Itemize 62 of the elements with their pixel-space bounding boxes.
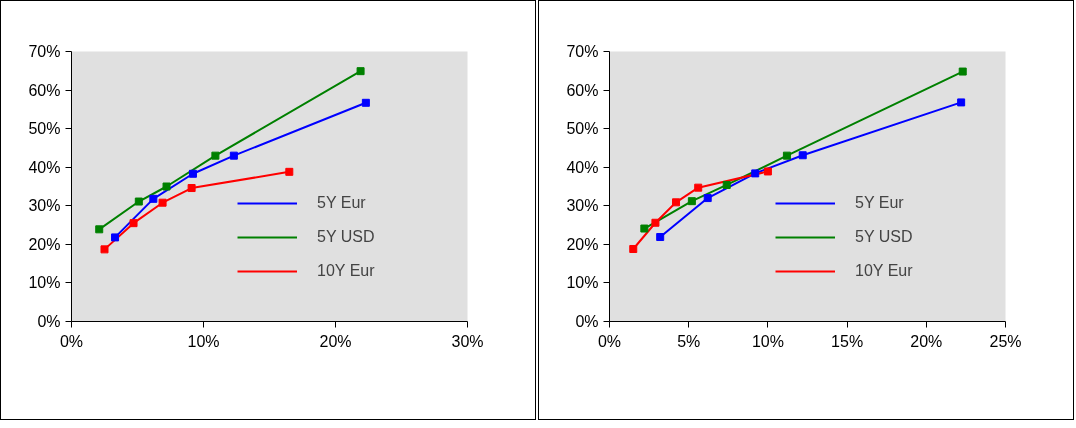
point [722, 180, 731, 189]
x-tick-label: 25% [989, 332, 1022, 350]
legend-label: 5Y Eur [855, 194, 904, 212]
x-tick-label: 15% [831, 332, 864, 350]
point [640, 224, 649, 233]
point [229, 151, 238, 160]
point [751, 169, 760, 178]
point [162, 182, 171, 191]
y-tick-label: 10% [28, 274, 61, 292]
legend-label: 10Y Eur [855, 262, 913, 280]
x-tick-label: 0% [59, 332, 84, 350]
point [957, 98, 966, 107]
point [651, 218, 660, 227]
point [629, 244, 638, 253]
y-tick-label: 30% [566, 197, 599, 215]
point [149, 194, 158, 203]
legend-label: 10Y Eur [317, 262, 375, 280]
point [188, 169, 197, 178]
y-tick-label: 10% [566, 274, 599, 292]
point [129, 219, 138, 228]
point [211, 151, 220, 160]
y-tick-label: 20% [566, 235, 599, 253]
point [763, 167, 772, 176]
x-tick-label: 10% [187, 332, 220, 350]
y-tick-label: 70% [28, 43, 61, 60]
point [687, 197, 696, 206]
point [703, 194, 712, 203]
point [134, 197, 143, 206]
point [187, 184, 196, 193]
x-tick-label: 10% [751, 332, 784, 350]
x-tick-label: 0% [597, 332, 622, 350]
y-tick-label: 30% [28, 197, 61, 215]
point [356, 67, 365, 76]
y-tick-label: 70% [566, 43, 599, 60]
y-tick-label: 60% [28, 81, 61, 99]
y-tick-label: 50% [566, 120, 599, 138]
y-tick-label: 20% [28, 235, 61, 253]
y-tick-label: 0% [37, 313, 61, 330]
point [694, 183, 703, 192]
point [111, 233, 120, 242]
point [798, 151, 807, 160]
y-tick-label: 0% [575, 313, 599, 330]
point [672, 198, 681, 207]
point [95, 225, 104, 234]
x-tick-label: 30% [451, 332, 484, 350]
x-tick-label: 5% [677, 332, 701, 350]
point [656, 233, 665, 242]
point [782, 151, 791, 160]
legend-label: 5Y Eur [317, 194, 366, 212]
y-tick-label: 40% [28, 158, 61, 176]
point [100, 245, 109, 254]
point [285, 167, 294, 176]
y-tick-label: 50% [28, 120, 61, 138]
point [158, 198, 167, 207]
legend-label: 5Y USD [855, 228, 913, 246]
x-tick-label: 20% [910, 332, 943, 350]
point [361, 98, 370, 107]
legend-label: 5Y USD [317, 228, 375, 246]
x-tick-label: 20% [319, 332, 352, 350]
y-tick-label: 40% [566, 158, 599, 176]
y-tick-label: 60% [566, 81, 599, 99]
point [958, 67, 967, 76]
